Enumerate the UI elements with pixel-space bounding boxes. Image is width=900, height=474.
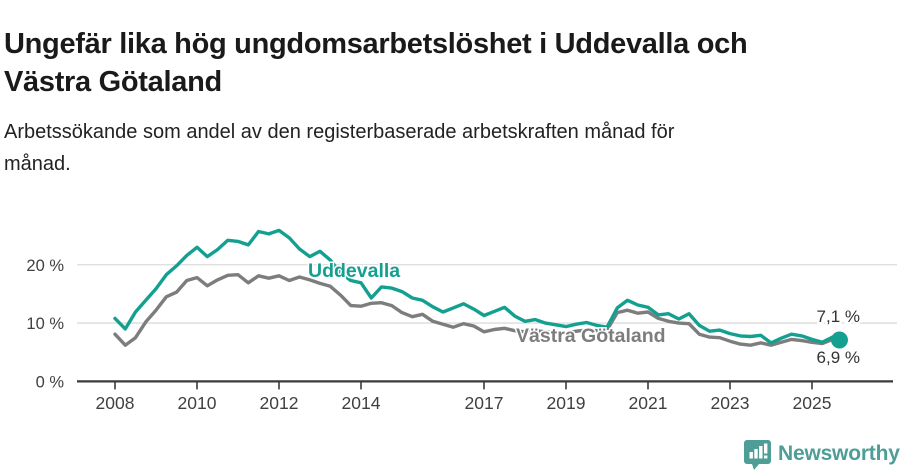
newsworthy-logo-icon bbox=[744, 440, 771, 470]
logo-bar-3 bbox=[759, 446, 763, 459]
newsworthy-brand: Newsworthy bbox=[744, 437, 900, 471]
x-tick-label-2019: 2019 bbox=[547, 393, 586, 413]
brand-name: Newsworthy bbox=[778, 442, 900, 465]
x-tick-label-2025: 2025 bbox=[793, 393, 832, 413]
x-tick-label-2021: 2021 bbox=[629, 393, 668, 413]
logo-exclamation-bar bbox=[764, 443, 768, 454]
series-end-dot-uddevalla bbox=[830, 331, 848, 349]
end-value-label-uddevalla: 7,1 % bbox=[817, 307, 860, 326]
subtitle-line-1: Arbetssökande som andel av den registerb… bbox=[4, 121, 675, 143]
x-tick-label-2017: 2017 bbox=[465, 393, 504, 413]
page-title: Ungefär lika hög ungdomsarbetslöshet i U… bbox=[4, 25, 888, 101]
logo-bar-2 bbox=[754, 449, 758, 459]
x-tick-label-2023: 2023 bbox=[711, 393, 750, 413]
chart-subtitle: Arbetssökande som andel av den registerb… bbox=[4, 116, 844, 180]
x-tick-label-2014: 2014 bbox=[342, 393, 381, 413]
end-value-label-v-stra-g-taland: 6,9 % bbox=[817, 348, 860, 367]
title-line-1: Ungefär lika hög ungdomsarbetslöshet i U… bbox=[4, 28, 748, 61]
series-label-uddevalla: Uddevalla bbox=[308, 260, 400, 282]
series-label-v-stra-g-taland: Västra Götaland bbox=[516, 325, 666, 347]
subtitle-line-2: månad. bbox=[4, 153, 71, 175]
y-tick-label-20: 20 % bbox=[26, 257, 64, 275]
y-tick-label-0: 0 % bbox=[36, 373, 65, 391]
y-tick-label-10: 10 % bbox=[26, 315, 64, 333]
logo-exclamation-dot bbox=[764, 455, 768, 459]
x-tick-label-2010: 2010 bbox=[178, 393, 217, 413]
x-tick-label-2008: 2008 bbox=[96, 393, 135, 413]
title-line-2: Västra Götaland bbox=[4, 66, 222, 99]
logo-bar-1 bbox=[749, 452, 753, 459]
x-tick-label-2012: 2012 bbox=[260, 393, 299, 413]
series-line-v-stra-g-taland bbox=[113, 273, 842, 347]
series-line-uddevalla bbox=[113, 228, 842, 345]
unemployment-line-chart: 2008 2010 2012 2014 2017 2019 2021 2023 2025 0 % 1… bbox=[26, 228, 897, 413]
